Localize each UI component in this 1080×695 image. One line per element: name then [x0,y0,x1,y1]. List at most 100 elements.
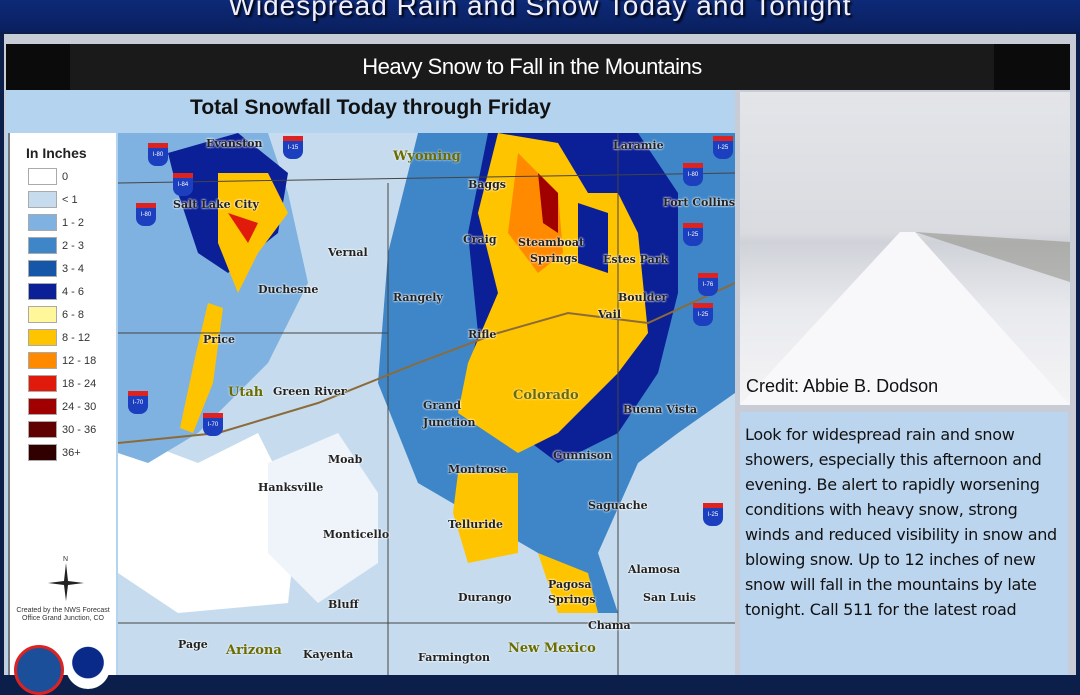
legend-item: 24 - 30 [28,397,116,416]
legend-swatch [28,237,57,254]
interstate-shield-icon: I-25 [703,503,723,526]
city-label: Farmington [418,651,491,664]
legend-item: 8 - 12 [28,328,116,347]
city-label: Moab [328,453,363,466]
state-label: Wyoming [393,149,461,164]
legend-title: In Inches [26,145,87,161]
city-label: Boulder [618,291,668,304]
state-label: Arizona [226,643,282,658]
legend-label: < 1 [62,193,78,206]
interstate-shield-icon: I-76 [698,273,718,296]
legend-label: 6 - 8 [62,308,85,321]
city-label: Vernal [328,246,368,259]
city-label: Steamboat [518,236,585,249]
city-label: Monticello [323,528,390,541]
city-label: Grand [423,399,462,412]
legend-item: < 1 [28,190,116,209]
interstate-shield-icon: I-80 [683,163,703,186]
legend-swatch [28,168,57,185]
compass-label: N [63,556,68,563]
legend-swatch [28,260,57,277]
interstate-shield-icon: I-70 [128,391,148,414]
city-label: Gunnison [553,449,613,462]
interstate-shield-icon: I-25 [693,303,713,326]
noaa-logo [66,645,110,689]
legend-item: 0 [28,167,116,186]
interstate-shield-icon: I-15 [283,136,303,159]
city-label: Vail [598,308,622,321]
subheader: Heavy Snow to Fall in the Mountains [6,44,1070,90]
city-label: Laramie [613,139,664,152]
legend-swatch [28,306,57,323]
city-label: Chama [588,619,631,632]
legend-swatch [28,398,57,415]
legend-swatch [28,444,57,461]
city-label: Montrose [448,463,507,476]
legend-label: 0 [62,170,69,183]
banner-title: Widespread Rain and Snow Today and Tonig… [228,0,852,21]
city-label: Telluride [448,518,503,531]
interstate-shield-icon: I-25 [683,223,703,246]
interstate-shield-icon: I-70 [203,413,223,436]
city-label: Estes Park [603,253,669,266]
city-label: Saguache [588,499,648,512]
snowy-road-photo: Credit: Abbie B. Dodson [740,92,1070,405]
legend-label: 1 - 2 [62,216,85,229]
legend-swatch [28,375,57,392]
photo-credit: Credit: Abbie B. Dodson [746,376,939,396]
legend-swatch [28,214,57,231]
city-label: Page [178,638,208,651]
legend-label: 30 - 36 [62,423,97,436]
legend-swatch [28,191,57,208]
city-label: Springs [530,252,578,265]
subheader-title: Heavy Snow to Fall in the Mountains [70,44,994,90]
legend-item: 3 - 4 [28,259,116,278]
city-label: Kayenta [303,648,354,661]
city-label: Durango [458,591,512,604]
snowfall-map: Evanston Wyoming Laramie Baggs Fort Collins S… [118,133,735,675]
city-label: Rifle [468,328,497,341]
interstate-shield-icon: I-80 [148,143,168,166]
city-label: Green River [273,385,347,398]
city-label: San Luis [643,591,697,604]
legend-label: 8 - 12 [62,331,91,344]
legend-item: 36+ [28,443,116,462]
legend-label: 24 - 30 [62,400,97,413]
city-label: Salt Lake City [173,198,259,211]
city-label: Bluff [328,598,359,611]
interstate-shield-icon: I-25 [713,136,733,159]
legend-label: 36+ [62,446,81,459]
legend-label: 3 - 4 [62,262,85,275]
legend-swatch [28,352,57,369]
city-label: Alamosa [628,563,681,576]
legend-item: 1 - 2 [28,213,116,232]
legend-swatch [28,421,57,438]
city-label: Fort Collins [663,196,736,209]
city-label: Duchesne [258,283,319,296]
legend-item: 6 - 8 [28,305,116,324]
legend-label: 2 - 3 [62,239,85,252]
message-panel: Look for widespread rain and snow shower… [740,412,1068,675]
city-label: Evanston [206,137,263,150]
interstate-shield-icon: I-80 [136,203,156,226]
state-label: Utah [228,385,264,400]
legend-label: 4 - 6 [62,285,85,298]
city-label: Pagosa [548,578,592,591]
legend: In Inches 0 < 1 1 - 2 2 - 3 3 - 4 4 - 6 6 - 8 8… [8,133,116,695]
state-label: Colorado [513,388,579,403]
legend-label: 18 - 24 [62,377,97,390]
legend-item: 2 - 3 [28,236,116,255]
city-label: Rangely [393,291,443,304]
legend-swatch [28,329,57,346]
legend-item: 12 - 18 [28,351,116,370]
banner: Widespread Rain and Snow Today and Tonig… [0,0,1080,32]
legend-swatch [28,283,57,300]
legend-label: 12 - 18 [62,354,97,367]
created-by: Created by the NWS Forecast Office Grand… [16,607,110,622]
city-label: Baggs [468,178,507,191]
interstate-shield-icon: I-84 [173,173,193,196]
legend-item: 30 - 36 [28,420,116,439]
city-label: Craig [463,233,497,246]
city-label: Price [203,333,235,346]
city-label: Springs [548,593,596,606]
